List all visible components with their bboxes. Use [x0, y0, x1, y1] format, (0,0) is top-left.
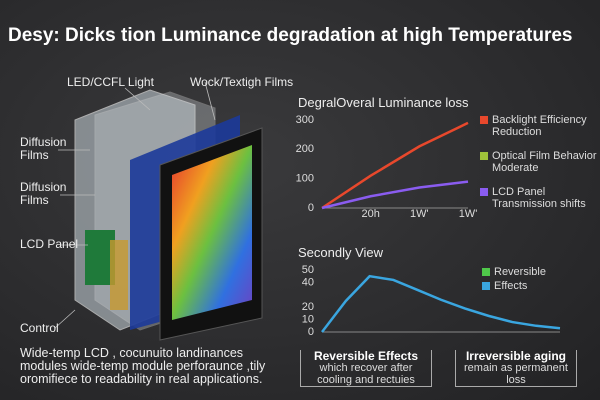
- y-tick-label: 100: [296, 173, 314, 185]
- illustration: [54, 81, 263, 341]
- paragraph: Wide-temp LCD , cocunuito landinances mo…: [20, 346, 266, 386]
- y-tick-label: 0: [308, 326, 314, 338]
- title: Desy: Dicks tion Luminance degradation a…: [8, 25, 573, 46]
- x-tick-label: 20h: [361, 208, 379, 220]
- y-tick-label: 50: [302, 264, 314, 276]
- box-title: Reversible Effects: [313, 349, 419, 363]
- legend-swatch: [482, 268, 490, 276]
- legend-swatch: [482, 282, 490, 290]
- y-tick-label: 0: [308, 202, 314, 214]
- x-tick-label: 1W': [459, 208, 478, 220]
- label: Diffusion Films: [20, 180, 67, 207]
- x-tick-label: 1W': [410, 208, 429, 220]
- series-line: [321, 274, 561, 333]
- legend-text: Optical Film Behavior Moderate: [492, 150, 597, 174]
- label: LED/CCFL Light: [67, 75, 154, 89]
- legend-item: LCD Panel Transmission shifts: [480, 186, 600, 210]
- box-title: Irreversible aging: [465, 349, 567, 363]
- legend-text: Reversible: [494, 266, 546, 278]
- legend-swatch: [480, 116, 488, 124]
- series-line: [321, 180, 469, 210]
- box: Irreversible aging remain as permanent lo…: [455, 350, 577, 387]
- legend-swatch: [480, 152, 488, 160]
- y-tick-label: 300: [296, 114, 314, 126]
- y-tick-label: 200: [296, 143, 314, 155]
- legend-item: Effects: [482, 280, 600, 292]
- legend-text: Effects: [494, 280, 528, 292]
- label: Wock/Textigh Films: [190, 75, 294, 89]
- legend-text: Backlight Efficiency Reduction: [492, 114, 587, 138]
- legend-item: Optical Film Behavior Moderate: [480, 150, 600, 174]
- label: LCD Panel: [20, 237, 79, 251]
- y-tick-label: 20: [302, 301, 314, 313]
- legend-text: LCD Panel Transmission shifts: [492, 186, 586, 210]
- legend-swatch: [480, 188, 488, 196]
- label: Control: [20, 321, 59, 335]
- label: Diffusion Films: [20, 135, 67, 162]
- box-text: remain as permanent loss: [464, 362, 568, 386]
- legend-item: Reversible: [482, 266, 600, 278]
- box: Reversible Effects which recover after co…: [300, 350, 432, 387]
- chart-title: Secondly View: [298, 245, 384, 260]
- legend-item: Backlight Efficiency Reduction: [480, 114, 600, 138]
- box-text: which recover after cooling and rectuies: [317, 362, 415, 386]
- chart-title: DegralOveral Luminance loss: [298, 95, 469, 110]
- y-tick-label: 10: [302, 314, 314, 326]
- y-tick-label: 40: [302, 276, 314, 288]
- series-line: [321, 121, 469, 210]
